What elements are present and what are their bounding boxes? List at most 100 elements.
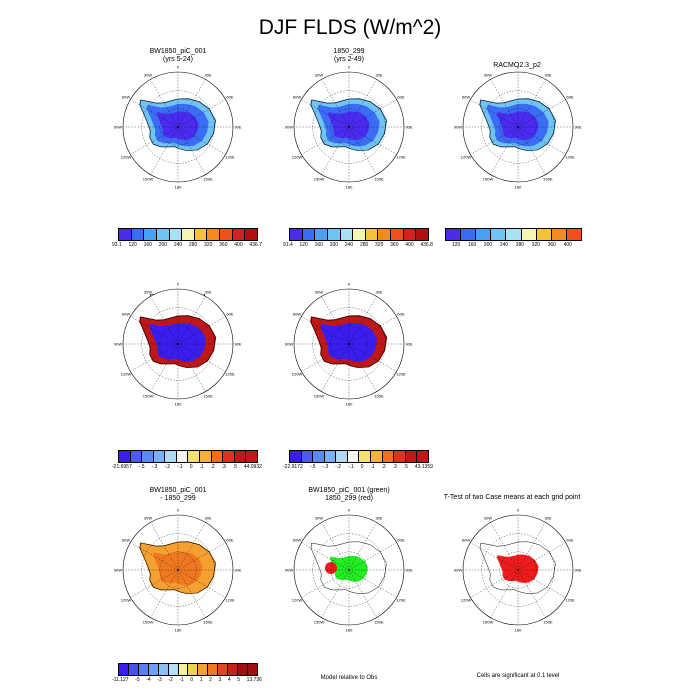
colorbar-tick-label: .1	[370, 464, 375, 470]
colorbar-tick-label: 93.1	[112, 242, 122, 248]
colorbar-swatch	[128, 664, 139, 675]
meridian-line	[177, 296, 206, 345]
colorbar-swatch	[347, 451, 360, 462]
meridian-line	[517, 126, 546, 175]
colorbar-4	[118, 450, 258, 463]
meridian-line	[321, 569, 350, 618]
colorbar-swatch	[198, 664, 209, 675]
longitude-label: 0	[517, 508, 520, 513]
longitude-label: 30W	[484, 73, 492, 78]
longitude-label: 60W	[293, 538, 301, 543]
meridian-line	[177, 542, 226, 571]
colorbar-3-labels: 120 160 200 240 280 320 360 400	[452, 242, 572, 248]
meridian-line	[130, 569, 179, 598]
meridian-line	[130, 99, 179, 128]
longitude-label: 180	[346, 402, 353, 407]
meridian-line	[348, 343, 377, 392]
colorbar-swatch	[208, 664, 219, 675]
meridian-line	[301, 99, 350, 128]
longitude-label: 0	[177, 282, 180, 287]
colorbar-tick-label: -11.127	[112, 677, 129, 683]
colorbar-swatch	[188, 664, 199, 675]
meridian-line	[348, 79, 377, 128]
panel-8-title-line2: 1850_299 (red)	[325, 495, 373, 502]
panel-1-title-line1: BW1850_piC_001	[149, 48, 207, 55]
colorbar-tick-label: 360	[390, 242, 399, 248]
colorbar-tick-label: 280	[188, 242, 198, 248]
map-panel-7: 0 30E 60E 90E 120E 150E 180 150W 120W 90W 60W 30W	[114, 508, 242, 633]
longitude-label: 90W	[454, 568, 462, 573]
meridian-line	[470, 569, 519, 598]
longitude-label: 150E	[374, 393, 384, 398]
meridian-line	[150, 522, 179, 571]
colorbar-tick-label: 4	[227, 677, 231, 683]
longitude-label: 90E	[234, 568, 241, 573]
colorbar-tick-label: 200	[158, 242, 168, 248]
meridian-line	[490, 79, 519, 128]
colorbar-swatch	[188, 451, 201, 462]
meridian-line	[321, 126, 350, 175]
colorbar-tick-label: 320	[531, 242, 541, 248]
longitude-label: 150E	[203, 176, 213, 181]
flux-field-plateau	[328, 111, 370, 140]
longitude-label: 60W	[293, 95, 301, 100]
longitude-label: 60W	[122, 312, 130, 317]
colorbar-swatch	[223, 451, 235, 462]
colorbar-tick-label: 13.736	[246, 677, 262, 683]
colorbar-swatch	[405, 451, 418, 462]
colorbar-swatch	[178, 664, 189, 675]
colorbar-2	[289, 228, 429, 241]
meridian-line	[321, 522, 350, 571]
colorbar-swatch	[238, 664, 248, 675]
colorbar-tick-label: 120	[452, 242, 461, 248]
meridian-line	[177, 522, 206, 571]
colorbar-swatch	[416, 229, 429, 240]
longitude-label: 150E	[203, 393, 213, 398]
colorbar-swatch	[336, 451, 348, 462]
colorbar-tick-label: -.3	[322, 464, 329, 470]
map-panel-3: 0 30E 60E 90E 120E 150E 180 150W 120W 90W 60W 30W	[454, 65, 582, 190]
meridian-line	[321, 343, 350, 392]
longitude-label: 30W	[144, 516, 152, 521]
colorbar-tick-label: 200	[483, 242, 493, 248]
colorbar-tick-label: .3	[221, 464, 226, 470]
longitude-label: 120E	[225, 155, 235, 160]
longitude-label: 90W	[285, 342, 293, 347]
meridian-line	[130, 316, 179, 345]
longitude-label: 60E	[397, 538, 404, 543]
map-panel-9: 0 30E 60E 90E 120E 150E 180 150W 120W 90W 60W 30W	[454, 508, 582, 633]
colorbar-swatch	[176, 451, 189, 462]
longitude-label: 120W	[461, 598, 472, 603]
longitude-label: 30E	[375, 516, 382, 521]
colorbar-tick-label: 400	[405, 242, 414, 248]
meridian-line	[150, 79, 179, 128]
colorbar-tick-label: -.2	[335, 464, 342, 470]
colorbar-tick-label: -3	[157, 677, 162, 683]
meridian-line	[177, 569, 206, 618]
longitude-label: 0	[348, 65, 351, 70]
colorbar-swatch	[158, 664, 169, 675]
colorbar-swatch	[290, 451, 302, 462]
longitude-label: 180	[346, 185, 353, 190]
longitude-label: 150E	[374, 176, 384, 181]
colorbar-swatch	[165, 451, 177, 462]
colorbar-tick-label: 436.8	[420, 242, 433, 248]
colorbar-tick-label: -22.9172	[283, 464, 303, 470]
colorbar-swatch	[131, 229, 145, 240]
colorbar-tick-label: 120	[128, 242, 137, 248]
colorbar-tick-label: 5	[237, 677, 241, 683]
longitude-label: 120E	[396, 598, 406, 603]
longitude-label: 60W	[462, 95, 470, 100]
meridian-line	[490, 126, 519, 175]
map-panel-4: 0 30E 60E 90E 120E 150E 180 150W 120W 90W 60W 30W	[114, 282, 242, 407]
meridian-line	[348, 542, 397, 571]
meridian-line	[517, 522, 546, 571]
longitude-label: 90E	[234, 125, 241, 130]
colorbar-swatch	[245, 229, 258, 240]
longitude-label: 30E	[204, 516, 211, 521]
colorbar-swatch	[417, 451, 428, 462]
figure-title: DJF FLDS (W/m^2)	[258, 16, 442, 39]
longitude-label: 150E	[543, 176, 553, 181]
colorbar-swatch	[148, 664, 159, 675]
longitude-label: 120E	[225, 372, 235, 377]
